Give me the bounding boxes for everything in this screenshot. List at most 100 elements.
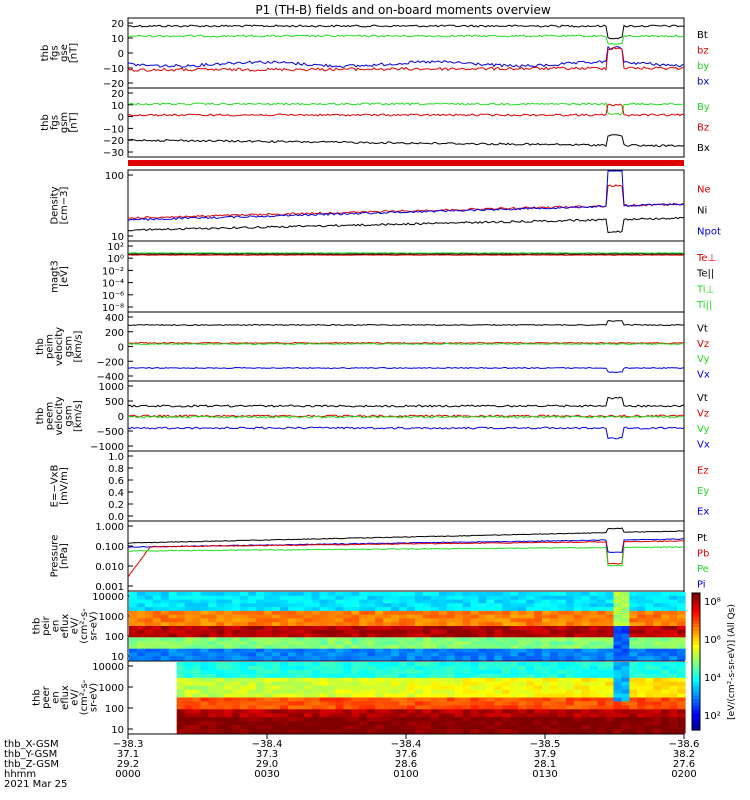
spectro-cell xyxy=(534,669,543,675)
spectro-cell xyxy=(589,652,599,657)
spectro-cell xyxy=(597,713,607,718)
spectro-cell xyxy=(565,629,575,635)
spectro-cell xyxy=(454,644,464,650)
spectro-cell xyxy=(653,665,662,671)
colorbar-cell xyxy=(692,617,700,621)
spectro-cell xyxy=(208,618,217,623)
spectro-cell xyxy=(343,693,352,699)
spectro-cell xyxy=(430,622,440,627)
spectro-cell xyxy=(216,656,225,661)
spectro-cell xyxy=(573,592,583,597)
spectro-cell xyxy=(335,644,344,650)
legend-ne: Ne xyxy=(697,185,711,196)
spectro-cell xyxy=(637,721,646,726)
spectro-cell xyxy=(399,637,408,642)
spectro-cell xyxy=(129,629,138,635)
spectro-cell xyxy=(287,689,297,695)
spectro-cell xyxy=(224,656,233,661)
legend-te||: Te|| xyxy=(696,269,714,280)
spectro-cell xyxy=(446,592,456,597)
spectro-cell xyxy=(621,599,630,604)
spectro-cell xyxy=(343,685,352,691)
spectro-cell xyxy=(192,610,201,616)
spectro-cell xyxy=(232,669,241,675)
spectro-cell xyxy=(391,607,400,612)
spectro-cell xyxy=(605,614,615,620)
spectro-cell xyxy=(391,652,400,657)
spectro-cell xyxy=(550,626,559,631)
spectro-cell xyxy=(677,725,686,730)
spectro-cell xyxy=(557,725,567,730)
spectro-cell xyxy=(399,644,408,650)
spectro-cell xyxy=(669,673,678,679)
spectro-cell xyxy=(478,622,487,627)
spectro-cell xyxy=(565,648,575,654)
spectro-cell xyxy=(208,644,217,650)
spectro-cell xyxy=(407,637,416,642)
spectro-cell xyxy=(542,641,551,646)
spectro-cell xyxy=(645,717,654,722)
spectro-cell xyxy=(351,618,360,623)
spectro-cell xyxy=(438,629,448,635)
spectro-cell xyxy=(621,610,630,616)
spectro-cell xyxy=(351,665,360,671)
spectro-cell xyxy=(144,614,154,620)
spectro-cell xyxy=(430,677,440,683)
spectro-cell xyxy=(518,633,527,638)
spectro-cell xyxy=(518,713,527,718)
spectro-cell xyxy=(160,644,170,650)
spectro-cell xyxy=(510,637,519,642)
spectro-cell xyxy=(200,622,209,627)
spectro-cell xyxy=(494,705,503,710)
spectro-cell xyxy=(216,689,225,695)
spectro-cell xyxy=(184,685,194,691)
spectro-cell xyxy=(303,595,313,601)
spectro-cell xyxy=(629,603,638,608)
spectro-cell xyxy=(399,662,408,667)
spectro-cell xyxy=(176,681,186,687)
spectro-cell xyxy=(279,633,289,638)
spectro-cell xyxy=(279,693,289,699)
spectro-cell xyxy=(351,705,360,710)
spectro-cell xyxy=(653,656,662,661)
spectro-cell xyxy=(438,669,448,675)
spectro-cell xyxy=(335,697,344,702)
spectro-cell xyxy=(550,721,559,726)
spectro-cell xyxy=(136,622,146,627)
spectro-cell xyxy=(351,644,360,650)
spectro-cell xyxy=(613,721,622,726)
spectro-cell xyxy=(486,705,495,710)
spectro-cell xyxy=(343,673,352,679)
spectro-cell xyxy=(510,709,519,714)
spectro-cell xyxy=(581,603,591,608)
spectro-cell xyxy=(502,717,511,722)
spectro-cell xyxy=(438,697,448,702)
spectro-cell xyxy=(422,697,432,702)
spectro-cell xyxy=(399,681,408,687)
spectro-cell xyxy=(462,709,472,714)
spectro-cell xyxy=(407,626,416,631)
spectro-cell xyxy=(303,669,313,675)
spectro-cell xyxy=(550,656,559,661)
spectro-cell xyxy=(311,626,321,631)
spectro-cell xyxy=(319,633,329,638)
spectro-cell xyxy=(637,656,646,661)
spectro-cell xyxy=(677,729,686,734)
spectro-cell xyxy=(470,626,479,631)
spectro-cell xyxy=(335,693,344,699)
spectro-cell xyxy=(216,721,225,726)
spectro-cell xyxy=(526,693,535,699)
spectro-cell xyxy=(256,656,265,661)
spectro-cell xyxy=(605,725,615,730)
spectro-cell xyxy=(287,592,297,597)
spectro-cell xyxy=(486,603,495,608)
spectro-cell xyxy=(446,673,456,679)
spectro-cell xyxy=(565,622,575,627)
spectro-cell xyxy=(581,648,591,654)
spectro-cell xyxy=(589,656,599,661)
spectro-cell xyxy=(486,656,495,661)
ylabel-line: magt3 xyxy=(49,260,60,293)
spectro-cell xyxy=(367,637,376,642)
spectro-cell xyxy=(240,629,249,635)
